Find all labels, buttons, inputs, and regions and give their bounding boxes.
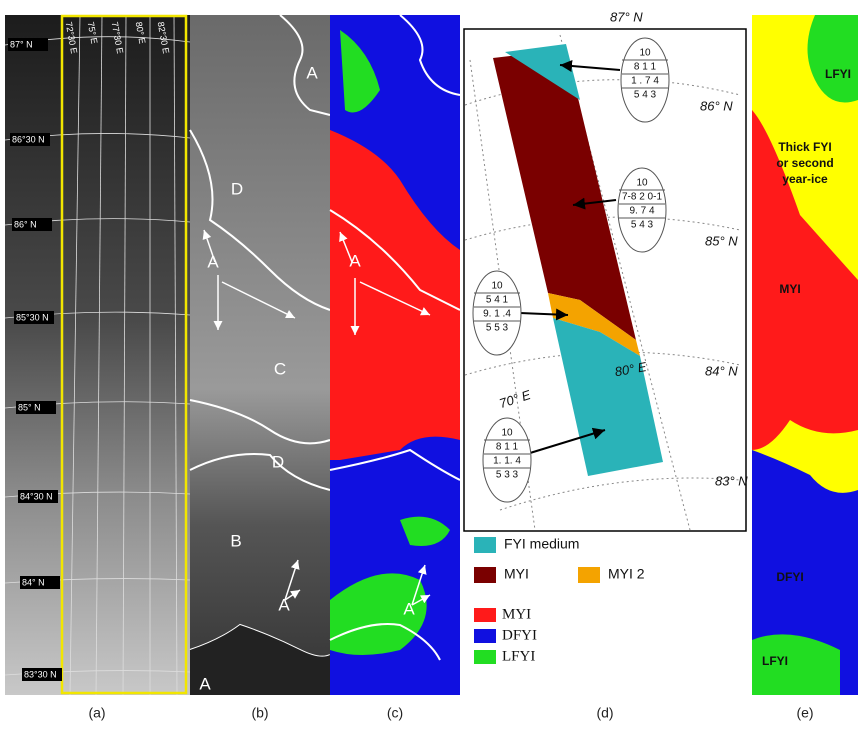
egg-code-text: 10 — [501, 428, 513, 439]
egg-code-text: 1. 1. 4 — [493, 456, 521, 467]
legend-swatch — [474, 629, 496, 643]
sar-image-a — [5, 15, 190, 695]
class-label: or second — [776, 156, 833, 170]
egg-code-text: 8 1 1 — [634, 62, 657, 73]
panel-caption: (e) — [796, 705, 813, 721]
region-label: C — [274, 359, 286, 378]
legend-label: LFYI — [502, 648, 535, 664]
legend-label: MYI — [504, 566, 529, 582]
region-label: A — [199, 674, 211, 693]
legend-swatch — [474, 537, 496, 553]
panel-caption: (d) — [596, 705, 613, 721]
egg-code-text: 8 1 1 — [496, 442, 519, 453]
legend-swatch — [474, 567, 496, 583]
class-label: MYI — [779, 282, 800, 296]
panel-caption: (a) — [88, 705, 105, 721]
region-label: D — [231, 179, 243, 198]
panel-caption: (b) — [251, 705, 268, 721]
class-label: LFYI — [825, 67, 851, 81]
egg-code-text: 7-8 2 0-1 — [622, 192, 662, 203]
legend-swatch — [578, 567, 600, 583]
panel-caption: (c) — [387, 705, 403, 721]
region-label: A — [403, 599, 415, 618]
region-label: D — [272, 452, 284, 471]
latitude-label: 85° N — [18, 402, 41, 412]
egg-code-text: 5 4 3 — [634, 90, 657, 101]
latitude-label: 86° N — [700, 98, 733, 113]
legend-swatch — [474, 608, 496, 622]
latitude-label: 85°30 N — [16, 312, 49, 322]
region-label: A — [207, 252, 219, 271]
legend-swatch — [474, 650, 496, 664]
class-label: year-ice — [782, 172, 828, 186]
class-label: LFYI — [762, 654, 788, 668]
legend-label: FYI medium — [504, 536, 579, 552]
latitude-label: 83° N — [715, 473, 748, 488]
egg-code-text: 10 — [491, 281, 503, 292]
latitude-label: 84° N — [22, 577, 45, 587]
egg-code-text: 5 4 1 — [486, 295, 509, 306]
latitude-label: 84°30 N — [20, 491, 53, 501]
region-label: A — [306, 63, 318, 82]
class-label: DFYI — [776, 570, 803, 584]
egg-code-text: 5 4 3 — [631, 220, 654, 231]
page: {"panel_a": {"caption": "(a)", "latitude… — [0, 0, 861, 729]
figure: (a) (b) (c) (d) (e) 87° N 86°30 N 86° N 85°30 N 8… — [0, 0, 861, 729]
latitude-label: 87° N — [610, 9, 643, 24]
latitude-label: 87° N — [10, 39, 33, 49]
latitude-label: 85° N — [705, 233, 738, 248]
egg-code-text: 9. 1 .4 — [483, 309, 511, 320]
egg-code-text: 10 — [636, 178, 648, 189]
legend-label: MYI 2 — [608, 566, 645, 582]
egg-code-text: 5 5 3 — [486, 323, 509, 334]
legend-label: MYI — [502, 606, 531, 622]
latitude-label: 86° N — [14, 219, 37, 229]
egg-code-text: 1 . 7 4 — [631, 76, 659, 87]
egg-code-text: 5 3 3 — [496, 470, 519, 481]
region-label: B — [230, 531, 241, 550]
latitude-label: 86°30 N — [12, 134, 45, 144]
latitude-label: 84° N — [705, 363, 738, 378]
egg-code-text: 10 — [639, 48, 651, 59]
region-label: A — [349, 251, 361, 270]
region-label: A — [278, 595, 290, 614]
class-label: Thick FYI — [778, 140, 831, 154]
sar-image-b — [190, 15, 330, 695]
egg-code-text: 9. 7 4 — [629, 206, 654, 217]
legend-label: DFYI — [502, 627, 537, 643]
latitude-label: 83°30 N — [24, 669, 57, 679]
